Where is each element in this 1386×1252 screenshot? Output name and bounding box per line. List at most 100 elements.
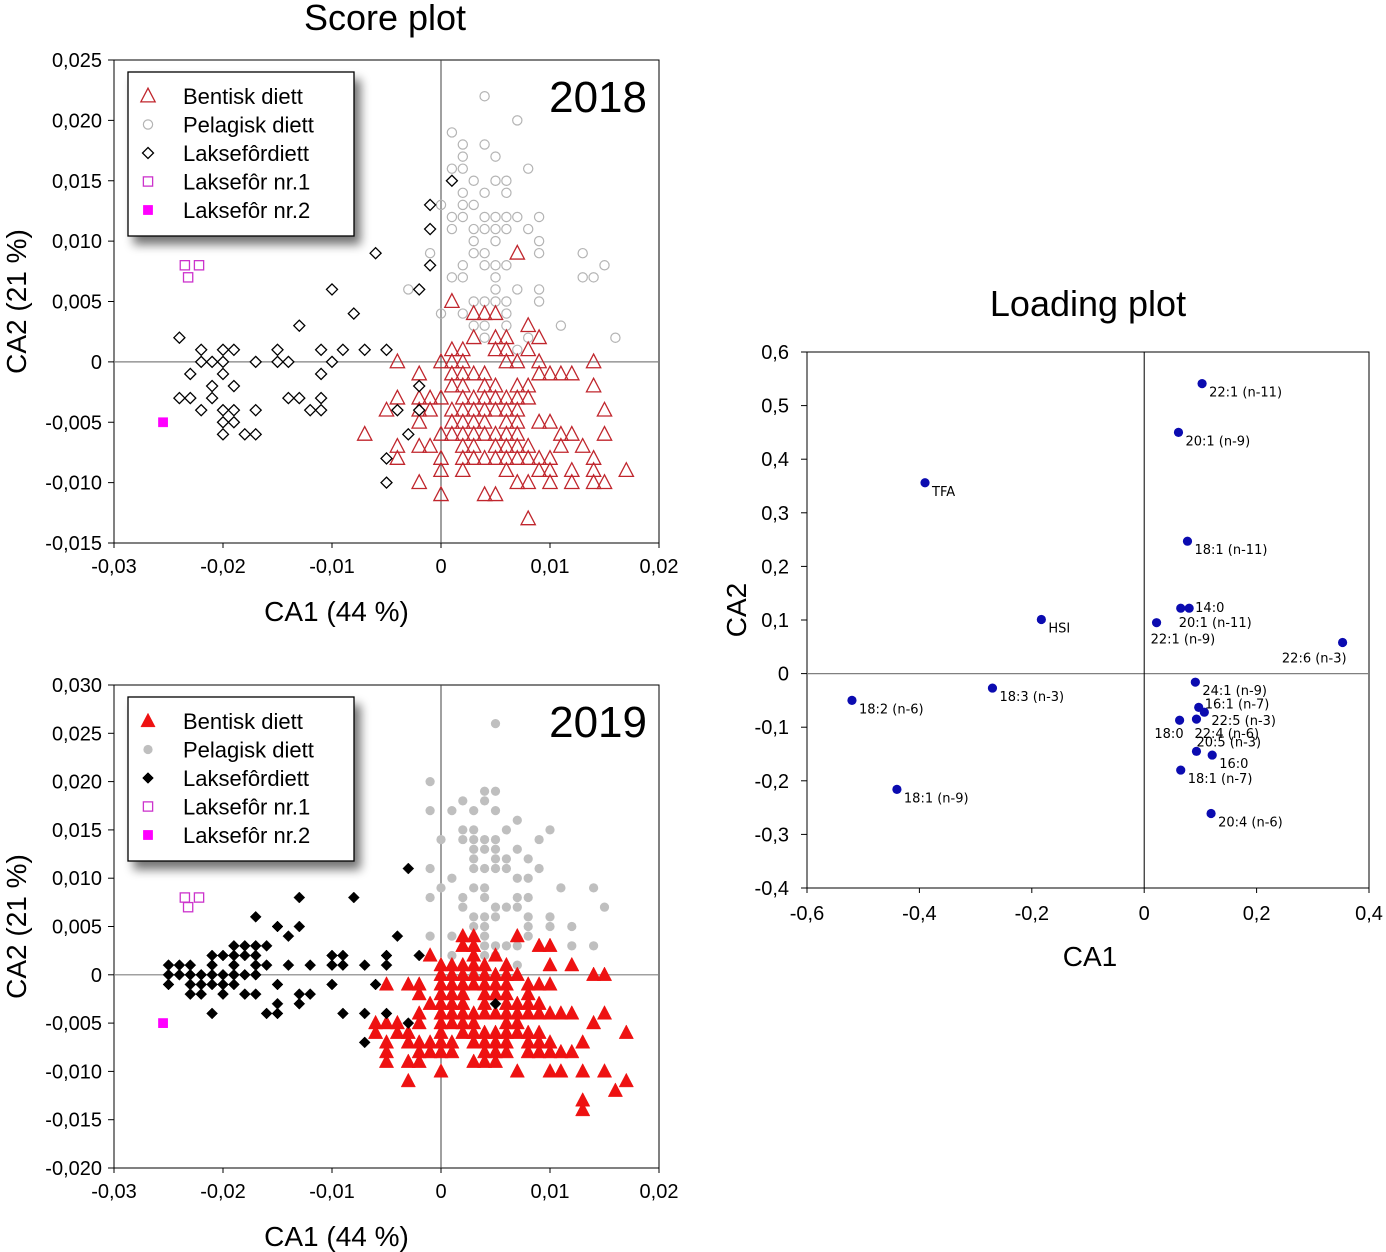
- data-point: [563, 364, 581, 381]
- data-point: [457, 151, 469, 162]
- data-point: [293, 920, 306, 933]
- data-point: [216, 403, 230, 417]
- data-point: [498, 328, 515, 345]
- data-point: [469, 854, 479, 864]
- data-point: [411, 1053, 427, 1068]
- data-point: [490, 175, 501, 186]
- point-label: 20:1 (n-9): [1185, 434, 1250, 449]
- y-tick-label: 0,3: [761, 503, 789, 525]
- data-point: [446, 163, 458, 174]
- data-point: [378, 400, 395, 417]
- y-tick-label: -0,1: [755, 717, 789, 739]
- data-point: [563, 461, 581, 478]
- data-point: [1151, 618, 1162, 628]
- data-point: [533, 284, 545, 295]
- data-point: [184, 988, 197, 1000]
- data-point: [519, 473, 537, 490]
- data-point: [432, 485, 450, 502]
- data-point: [479, 260, 490, 271]
- data-point: [519, 509, 537, 526]
- data-point: [260, 939, 273, 952]
- y-tick-label: 0,6: [761, 342, 789, 364]
- data-point: [400, 1034, 416, 1049]
- data-point: [238, 949, 251, 962]
- loading-point: 14:0: [1184, 601, 1224, 616]
- point-label: 18:1 (n-7): [1188, 772, 1253, 787]
- point-label: 18:3 (n-3): [999, 690, 1064, 705]
- data-point: [552, 425, 570, 441]
- data-point: [304, 988, 317, 1000]
- loading-point: TFA: [920, 478, 955, 500]
- data-point: [443, 425, 461, 441]
- data-point: [498, 437, 515, 453]
- data-point: [432, 425, 450, 441]
- data-point: [380, 476, 393, 490]
- legend-item: Bentisk diett: [139, 84, 303, 109]
- data-point: [391, 930, 404, 943]
- data-point: [410, 473, 428, 490]
- data-point: [205, 379, 219, 393]
- data-point: [410, 437, 428, 453]
- data-point: [542, 956, 558, 972]
- data-point: [194, 403, 208, 417]
- data-point: [423, 222, 437, 236]
- data-point: [490, 719, 501, 729]
- data-point: [227, 415, 241, 429]
- x-tick-label: 0,01: [531, 556, 570, 578]
- data-point: [512, 115, 523, 126]
- data-point: [271, 920, 284, 933]
- data-point: [422, 995, 438, 1010]
- data-point: [380, 343, 393, 357]
- data-point: [469, 912, 479, 922]
- data-point: [487, 1053, 504, 1068]
- data-point: [512, 844, 522, 854]
- data-point: [512, 941, 522, 951]
- data-point: [476, 304, 493, 321]
- y-tick-label: 0: [91, 965, 102, 987]
- data-point: [490, 863, 501, 874]
- x-tick-label: -0,01: [309, 1181, 355, 1203]
- data-point: [487, 437, 504, 453]
- loading-point: 24:1 (n-9): [1190, 677, 1267, 699]
- legend-item: Pelagisk diett: [142, 113, 314, 138]
- data-point: [509, 376, 526, 393]
- data-point: [490, 902, 501, 912]
- legend-marker: [139, 86, 157, 103]
- data-point: [454, 364, 472, 381]
- data-point: [567, 941, 577, 951]
- point-label: 22:4 (n-6): [1194, 727, 1259, 742]
- loading-point: 22:5 (n-3): [1199, 707, 1276, 729]
- legend-item: Bentisk diett: [140, 709, 303, 734]
- data-point: [588, 883, 599, 893]
- data-point: [469, 863, 479, 874]
- data-point: [457, 272, 469, 283]
- score-plot-2018: -0,03 -0,02 -0,01 0 0,01 0,02-0,015-0,010-0,0…: [1, 50, 678, 627]
- data-point: [1182, 536, 1193, 546]
- data-point: [892, 784, 902, 794]
- data-point: [358, 1036, 371, 1049]
- data-point: [249, 968, 262, 981]
- data-point: [447, 950, 457, 961]
- data-point: [545, 912, 555, 922]
- data-point: [206, 978, 218, 991]
- data-point: [435, 308, 447, 319]
- data-point: [530, 364, 548, 381]
- data-point: [326, 978, 338, 991]
- data-point: [423, 258, 437, 272]
- data-point: [380, 959, 393, 971]
- data-point: [512, 284, 523, 295]
- data-point: [412, 283, 426, 296]
- y-tick-label: -0,005: [45, 1013, 102, 1035]
- x-tick-label: -0,6: [790, 903, 824, 925]
- data-point: [545, 825, 555, 835]
- data-point: [369, 246, 383, 260]
- data-point: [402, 1017, 415, 1029]
- data-point: [563, 473, 581, 490]
- data-point: [476, 400, 493, 417]
- data-point: [389, 352, 406, 369]
- data-point: [487, 340, 504, 357]
- data-point: [216, 343, 230, 357]
- data-point: [447, 931, 457, 941]
- data-point: [458, 902, 468, 912]
- data-point: [501, 854, 512, 864]
